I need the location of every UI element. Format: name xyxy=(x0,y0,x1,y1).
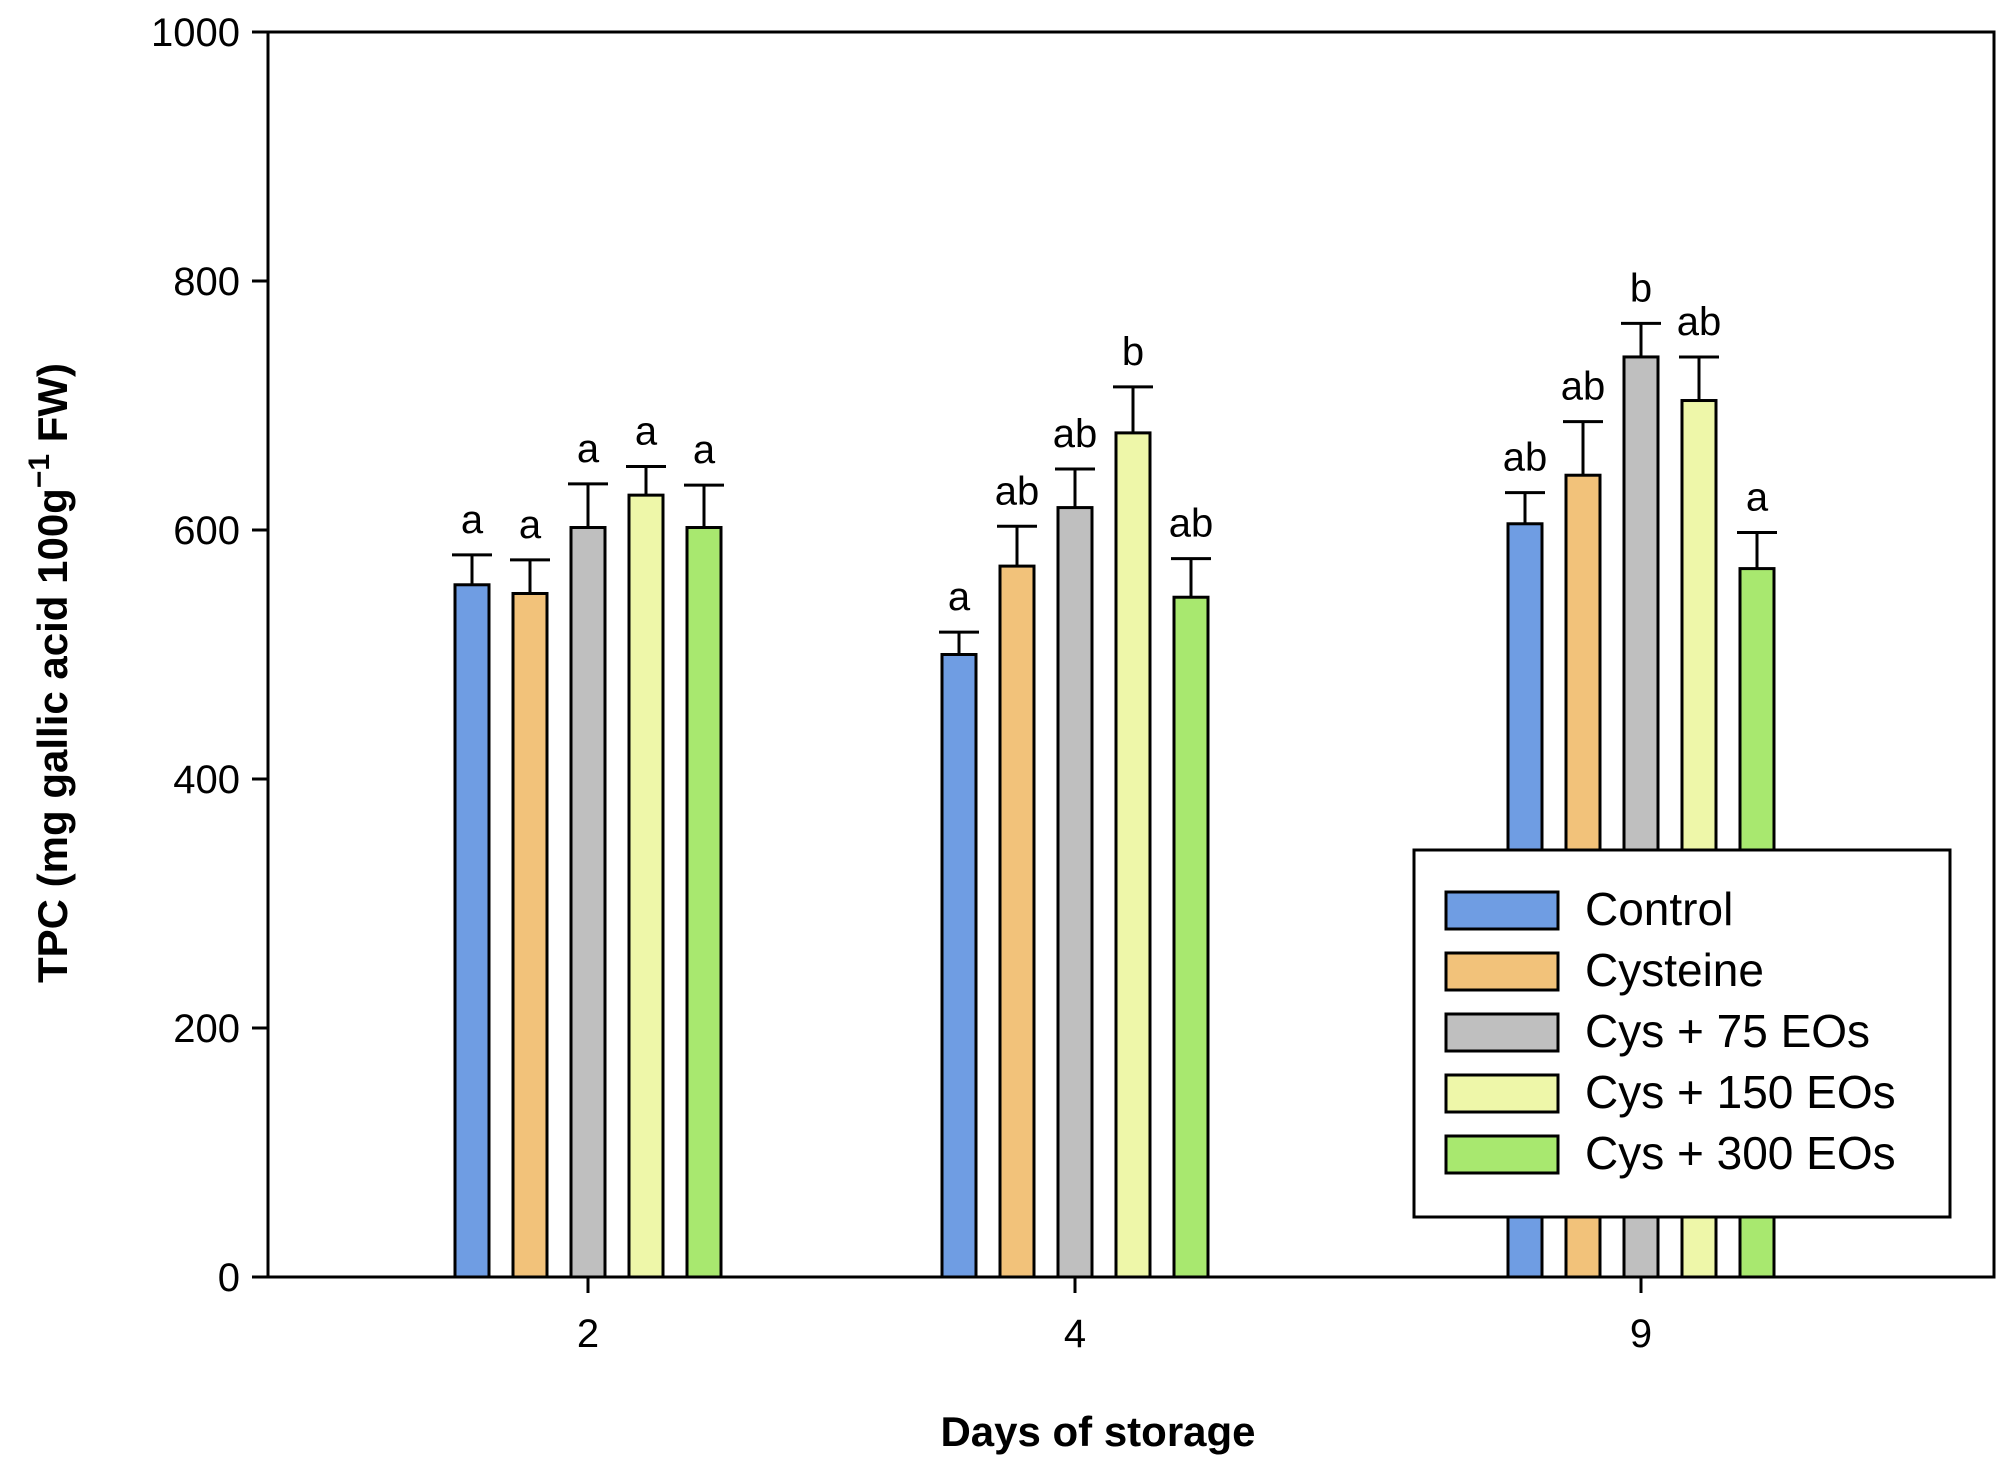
bar xyxy=(569,526,607,1279)
bar xyxy=(998,564,1036,1279)
x-axis-title: Days of storage xyxy=(940,1408,1255,1455)
y-tick-label: 0 xyxy=(218,1256,240,1300)
legend-label: Cys + 150 EOs xyxy=(1585,1066,1896,1118)
legend-swatch xyxy=(1444,890,1560,931)
significance-label: b xyxy=(1122,330,1144,374)
y-axis-title-base: TPC (mg gallic acid 100g xyxy=(29,488,76,983)
y-tick-label: 600 xyxy=(173,509,240,553)
legend-label: Cysteine xyxy=(1585,944,1764,996)
y-tick-label: 800 xyxy=(173,260,240,304)
significance-label: a xyxy=(948,575,971,619)
bar xyxy=(1114,431,1152,1279)
x-tick-label: 9 xyxy=(1630,1312,1652,1356)
significance-label: ab xyxy=(1561,365,1606,409)
legend-label: Control xyxy=(1585,883,1733,935)
bar xyxy=(685,526,723,1279)
legend-swatch xyxy=(1444,1012,1560,1053)
x-tick-label: 2 xyxy=(577,1312,599,1356)
y-axis-title: TPC (mg gallic acid 100g−1 FW) xyxy=(23,363,76,983)
bar xyxy=(453,583,491,1279)
significance-label: ab xyxy=(1053,412,1098,456)
legend-label: Cys + 300 EOs xyxy=(1585,1127,1896,1179)
y-tick-label: 200 xyxy=(173,1007,240,1051)
significance-label: ab xyxy=(995,469,1040,513)
legend-swatch xyxy=(1444,1134,1560,1175)
bar xyxy=(940,653,978,1279)
error-bars xyxy=(452,321,1777,655)
y-tick-label: 400 xyxy=(173,758,240,802)
significance-label: ab xyxy=(1503,436,1548,480)
bar xyxy=(1172,595,1210,1279)
significance-label: a xyxy=(693,428,716,472)
significance-label: ab xyxy=(1677,300,1722,344)
bar xyxy=(1056,506,1094,1279)
legend-swatch xyxy=(1444,1073,1560,1114)
significance-label: a xyxy=(635,410,658,454)
significance-label: b xyxy=(1630,266,1652,310)
significance-label: ab xyxy=(1169,502,1214,546)
bar xyxy=(511,591,549,1279)
y-tick-label: 1000 xyxy=(151,11,240,55)
legend: Control Cysteine Cys + 75 EOs Cys + 150 EOs… xyxy=(1412,848,1952,1219)
y-axis-title-superscript: −1 xyxy=(23,454,56,488)
legend-swatch xyxy=(1444,951,1560,992)
y-axis: 0 200 400 600 800 1000 xyxy=(151,11,268,1300)
legend-label: Cys + 75 EOs xyxy=(1585,1005,1870,1057)
significance-label: a xyxy=(577,427,600,471)
significance-label: a xyxy=(461,498,484,542)
x-tick-label: 4 xyxy=(1064,1312,1086,1356)
y-axis-title-suffix: FW) xyxy=(29,363,76,454)
significance-label: a xyxy=(1746,475,1769,519)
x-axis: 2 4 9 xyxy=(577,1277,1652,1356)
significance-label: a xyxy=(519,503,542,547)
bar xyxy=(627,493,665,1279)
